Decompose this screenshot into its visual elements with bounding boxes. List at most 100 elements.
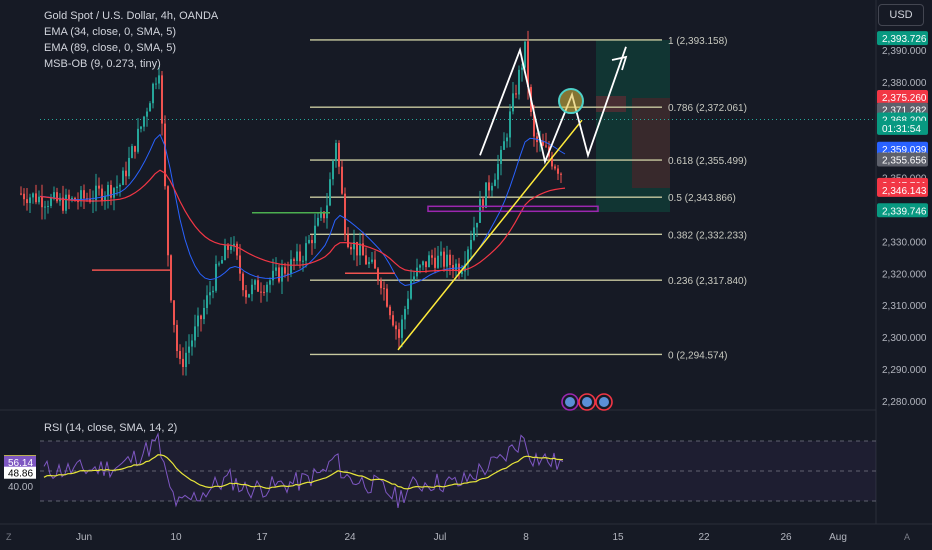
candle-body — [386, 288, 388, 307]
candle-body — [554, 166, 556, 169]
candle-body — [317, 217, 319, 226]
candle-body — [428, 255, 430, 268]
x-tick-label: 15 — [612, 532, 624, 543]
candle-body — [35, 193, 37, 203]
candle-body — [98, 185, 100, 189]
y-tick-label: 2,290.000 — [882, 365, 927, 376]
candle-body — [125, 170, 127, 177]
candle-body — [524, 41, 526, 68]
x-tick-label: 10 — [170, 532, 182, 543]
event-flag-icon — [582, 397, 592, 407]
chart-title: Gold Spot / U.S. Dollar, 4h, OANDA — [44, 10, 219, 22]
candle-body — [296, 251, 298, 261]
candle-body — [491, 185, 493, 191]
price-label: 2,355.656 — [882, 156, 927, 167]
candle-body — [506, 137, 508, 142]
candle-body — [374, 259, 376, 269]
candle-body — [545, 145, 547, 147]
x-tick-label: Aug — [829, 532, 847, 543]
candle-body — [80, 190, 82, 202]
candle-body — [281, 267, 283, 282]
indicator-ema-89[interactable]: EMA (89, close, 0, SMA, 5) — [44, 42, 177, 54]
candle-body — [320, 211, 322, 218]
candle-body — [461, 271, 463, 275]
candle-body — [404, 309, 406, 320]
candle-body — [275, 267, 277, 271]
candle-body — [350, 247, 352, 250]
candle-body — [26, 199, 28, 204]
x-tick-label: 8 — [523, 532, 529, 543]
auto-scale-button[interactable]: A — [904, 532, 911, 542]
candle-body — [512, 93, 514, 112]
candle-body — [29, 197, 31, 204]
candle-body — [251, 284, 253, 295]
candle-body — [440, 251, 442, 256]
candle-body — [560, 173, 562, 175]
candle-body — [20, 193, 22, 195]
rsi-ma-line — [43, 454, 564, 490]
candle-body — [410, 280, 412, 299]
candle-body — [137, 128, 139, 152]
fib-level-label: 0.786 (2,372.061) — [668, 103, 747, 114]
candle-body — [278, 267, 280, 282]
candle-body — [254, 280, 256, 285]
candle-body — [389, 306, 391, 316]
y-tick-label: 2,380.000 — [882, 78, 927, 89]
candle-body — [185, 352, 187, 367]
candle-body — [497, 163, 499, 180]
stop-zone — [632, 98, 670, 188]
candle-body — [65, 194, 67, 211]
rsi-value-label: 48.86 — [8, 469, 33, 480]
candle-body — [179, 351, 181, 359]
candle-body — [188, 346, 190, 353]
candle-body — [194, 326, 196, 341]
candle-body — [155, 83, 157, 85]
candle-body — [377, 268, 379, 281]
candle-body — [473, 227, 475, 240]
indicator-msb-ob[interactable]: MSB-OB (9, 0.273, tiny) — [44, 58, 161, 70]
rsi-title[interactable]: RSI (14, close, SMA, 14, 2) — [44, 422, 178, 434]
candle-body — [170, 255, 172, 301]
price-label-badge — [877, 141, 928, 156]
candle-body — [431, 255, 433, 258]
candle-body — [104, 196, 106, 202]
candle-body — [542, 141, 544, 146]
candle-body — [32, 193, 34, 198]
candle-body — [311, 239, 313, 244]
candle-body — [455, 263, 457, 271]
event-flag-icon — [599, 397, 609, 407]
candle-body — [365, 255, 367, 265]
fib-level-label: 0.618 (2,355.499) — [668, 156, 747, 167]
candle-body — [212, 290, 214, 293]
candle-body — [173, 300, 175, 325]
candle-body — [551, 156, 553, 167]
price-label-badge — [877, 90, 928, 105]
candle-body — [341, 166, 343, 194]
candle-body — [203, 307, 205, 320]
x-tick-label: 24 — [344, 532, 356, 543]
candle-body — [53, 192, 55, 198]
candle-body — [419, 265, 421, 268]
price-label: 01:31:54 — [882, 124, 921, 135]
candle-body — [407, 298, 409, 310]
candle-body — [68, 194, 70, 200]
candle-body — [314, 225, 316, 244]
currency-button[interactable]: USD — [878, 4, 924, 26]
candle-body — [368, 261, 370, 265]
candle-body — [119, 184, 121, 187]
x-tick-label: Jun — [76, 532, 92, 543]
timezone-icon[interactable]: Z — [6, 532, 12, 542]
candle-body — [44, 206, 46, 208]
indicator-ema-34[interactable]: EMA (34, close, 0, SMA, 5) — [44, 26, 177, 38]
candle-body — [299, 251, 301, 262]
candle-body — [305, 243, 307, 261]
candle-body — [353, 241, 355, 250]
projection-arrow-icon — [611, 55, 628, 71]
candle-body — [260, 291, 262, 293]
candle-body — [362, 243, 364, 256]
candle-body — [332, 161, 334, 180]
candle-body — [272, 270, 274, 281]
rsi-value-label: 40.00 — [8, 482, 33, 493]
projection-path — [479, 46, 627, 165]
